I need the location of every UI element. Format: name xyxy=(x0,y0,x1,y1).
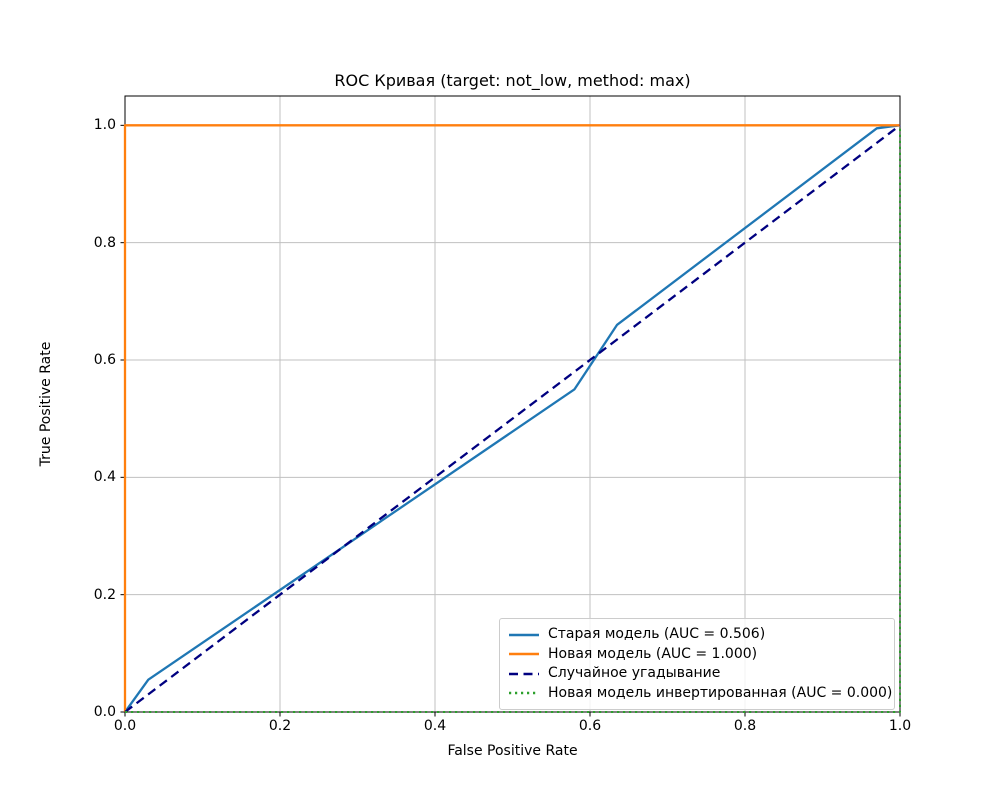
y-tick-label: 0.0 xyxy=(93,704,116,720)
x-axis-label: False Positive Rate xyxy=(447,743,578,759)
legend-item: Новая модель (AUC = 1.000) xyxy=(508,645,886,665)
legend-line-swatch xyxy=(508,688,540,698)
y-axis-label: True Positive Rate xyxy=(38,341,54,467)
legend-label: Случайное угадывание xyxy=(548,665,721,682)
y-tick-label: 0.8 xyxy=(93,234,116,251)
legend: Старая модель (AUC = 0.506) Новая модель… xyxy=(499,618,895,710)
x-tick-label: 0.0 xyxy=(113,718,137,734)
legend-label: Новая модель инвертированная (AUC = 0.00… xyxy=(548,684,893,701)
legend-line-swatch xyxy=(508,630,540,640)
legend-item: Случайное угадывание xyxy=(508,664,886,684)
random-guess-line xyxy=(124,124,901,713)
legend-line-swatch xyxy=(508,669,540,679)
old-model-roc-curve xyxy=(124,124,901,713)
y-tick-label: 0.4 xyxy=(93,469,116,486)
inverted-model-roc-curve xyxy=(125,125,901,713)
x-tick-label: 0.8 xyxy=(733,718,757,734)
x-tick-label: 0.6 xyxy=(578,718,602,734)
y-tick-label: 0.2 xyxy=(93,586,116,603)
legend-item: Новая модель инвертированная (AUC = 0.00… xyxy=(508,684,892,704)
x-tick-label: 0.2 xyxy=(268,718,292,734)
y-tick-label: 1.0 xyxy=(93,117,116,134)
legend-item: Старая модель (AUC = 0.506) xyxy=(508,625,886,645)
y-tick-label: 0.6 xyxy=(93,352,116,368)
chart-title: ROC Кривая (target: not_low, method: max… xyxy=(334,71,691,90)
x-tick-label: 1.0 xyxy=(888,718,912,734)
legend-label: Старая модель (AUC = 0.506) xyxy=(548,626,766,643)
legend-line-swatch xyxy=(508,649,540,659)
x-tick-label: 0.4 xyxy=(423,718,447,734)
legend-label: Новая модель (AUC = 1.000) xyxy=(548,645,758,662)
new-model-roc-curve xyxy=(123,124,900,712)
